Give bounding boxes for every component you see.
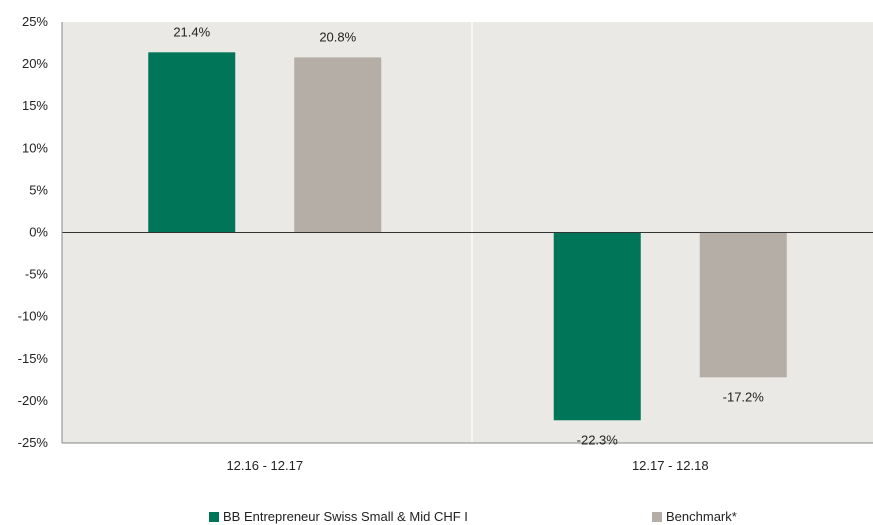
- legend-item-fund: BB Entrepreneur Swiss Small & Mid CHF I: [209, 509, 468, 525]
- bar: [699, 232, 787, 378]
- bar: [294, 57, 382, 233]
- bar: [553, 232, 641, 421]
- y-axis-ticks: 25% 20% 15% 10% 5% 0% -5% -10% -15% -20% -25%: [18, 14, 49, 450]
- legend-label-benchmark: Benchmark*: [666, 509, 737, 524]
- x-tick-label: 12.17 - 12.18: [632, 458, 709, 473]
- data-label: 20.8%: [319, 29, 356, 44]
- y-tick-label: 0%: [29, 225, 48, 240]
- bar: [148, 52, 236, 233]
- data-label: -22.3%: [577, 432, 619, 447]
- y-tick-label: 10%: [22, 140, 48, 155]
- legend-label-fund: BB Entrepreneur Swiss Small & Mid CHF I: [223, 509, 468, 524]
- x-tick-label: 12.16 - 12.17: [226, 458, 303, 473]
- data-label: 21.4%: [173, 24, 210, 39]
- bars-group: [148, 52, 787, 421]
- y-tick-label: 20%: [22, 56, 48, 71]
- legend-swatch-fund: [209, 512, 219, 522]
- legend-item-benchmark: Benchmark*: [652, 509, 737, 525]
- legend-swatch-benchmark: [652, 512, 662, 522]
- y-tick-label: 25%: [22, 14, 48, 29]
- y-tick-label: 15%: [22, 98, 48, 113]
- data-labels: 21.4% 20.8% -22.3% -17.2%: [173, 24, 764, 447]
- y-tick-label: 5%: [29, 182, 48, 197]
- y-tick-label: -25%: [18, 435, 49, 450]
- y-tick-label: -15%: [18, 351, 49, 366]
- x-axis-ticks: 12.16 - 12.17 12.17 - 12.18: [226, 458, 708, 473]
- y-tick-label: -10%: [18, 309, 49, 324]
- data-label: -17.2%: [723, 389, 765, 404]
- y-tick-label: -5%: [25, 267, 49, 282]
- y-tick-label: -20%: [18, 393, 49, 408]
